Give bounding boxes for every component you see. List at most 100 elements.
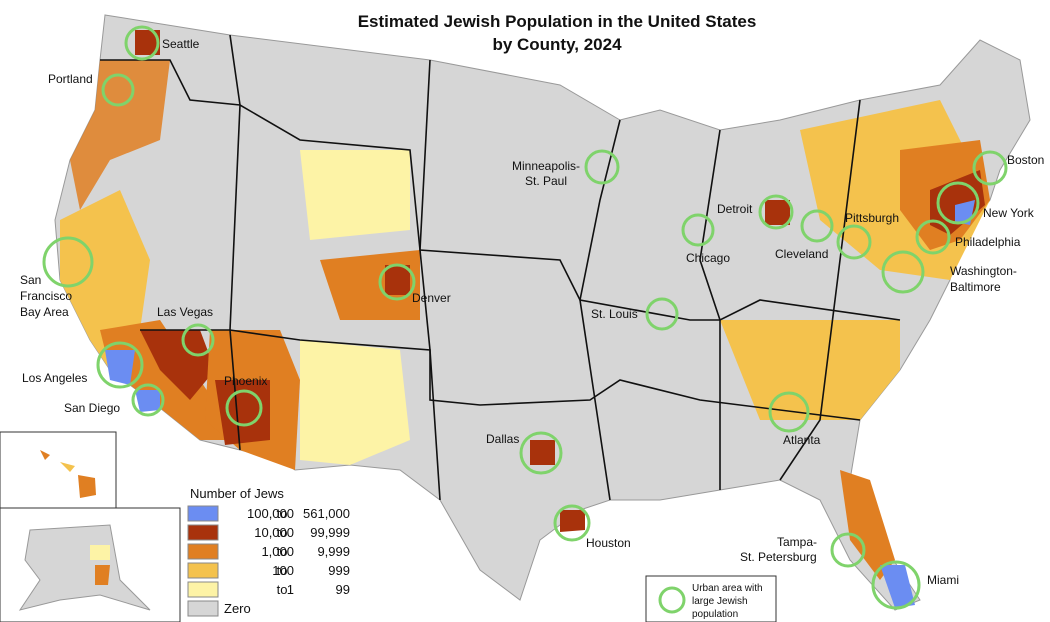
us-map	[54, 14, 1031, 611]
note-text: large Jewish	[692, 596, 748, 607]
city-ring	[124, 25, 160, 61]
city-label: Seattle	[162, 37, 200, 51]
patch	[720, 320, 900, 420]
city-ring	[871, 560, 921, 610]
note-box: Urban area with large Jewish population	[645, 575, 777, 622]
legend-label: to	[277, 525, 288, 540]
city-label: Las Vegas	[157, 305, 213, 319]
patch	[95, 565, 110, 585]
patch	[880, 565, 915, 608]
state-border	[229, 34, 241, 451]
city-label: Washington-	[950, 264, 1017, 278]
city-label: Miami	[927, 573, 959, 587]
patch	[300, 340, 410, 465]
state-border	[140, 329, 861, 421]
city-label: Minneapolis-	[512, 159, 580, 173]
city-label: Pittsburgh	[845, 211, 899, 225]
patch	[60, 190, 150, 370]
legend-swatch	[187, 562, 219, 579]
patch	[765, 200, 790, 225]
city-ring	[881, 250, 925, 294]
city-ring	[101, 73, 135, 107]
legend-swatch	[187, 600, 219, 617]
legend-label: 100	[272, 563, 294, 578]
city-ring	[131, 383, 165, 417]
patch	[560, 510, 585, 532]
inset-frame	[0, 431, 117, 509]
city-ring	[681, 213, 715, 247]
city-label: San	[20, 273, 41, 287]
city-ring	[800, 209, 834, 243]
city-labels: Seattle Portland San Francisco Bay Area …	[20, 25, 1044, 610]
city-label: Francisco	[20, 289, 72, 303]
city-ring	[519, 431, 563, 475]
legend-label: 10,000	[254, 525, 294, 540]
patch	[70, 60, 170, 210]
patch	[135, 390, 160, 412]
city-ring	[584, 149, 620, 185]
state-border	[699, 129, 721, 490]
patch	[135, 30, 160, 55]
note-text: population	[692, 609, 738, 620]
legend-label: 1,000	[261, 544, 294, 559]
city-label: Baltimore	[950, 280, 1001, 294]
note-ring	[658, 586, 686, 614]
city-label: St. Louis	[591, 307, 638, 321]
city-label: Bay Area	[20, 305, 69, 319]
legend-label: 9,999	[317, 544, 350, 559]
legend-label: to	[277, 544, 288, 559]
note-text: Urban area with	[692, 583, 763, 594]
city-label: Dallas	[486, 432, 519, 446]
city-ring	[830, 532, 866, 568]
state-border	[419, 59, 441, 501]
city-label: Denver	[412, 291, 451, 305]
note-frame	[645, 575, 777, 622]
city-label: Chicago	[686, 251, 730, 265]
title-line: by County, 2024	[492, 35, 622, 54]
city-ring	[645, 297, 679, 331]
patch	[530, 440, 555, 465]
city-ring	[758, 194, 794, 230]
legend-label: Zero	[224, 601, 251, 616]
island	[40, 450, 50, 460]
city-ring	[96, 341, 144, 389]
legend-label: to	[277, 506, 288, 521]
city-ring	[181, 323, 215, 357]
legend-swatch	[187, 524, 219, 541]
legend-label: 100,000	[247, 506, 294, 521]
legend-label: 99	[336, 582, 350, 597]
city-label: St. Paul	[525, 174, 567, 188]
city-ring	[768, 391, 810, 433]
city-label: Phoenix	[224, 374, 267, 388]
alaska-inset	[0, 507, 181, 622]
patch	[385, 265, 410, 295]
hawaii-inset	[0, 431, 117, 509]
legend-label: to	[277, 563, 288, 578]
legend-title: Number of Jews	[190, 486, 284, 501]
city-ring	[225, 389, 263, 427]
title: Estimated Jewish Population in the Unite…	[358, 12, 757, 54]
island	[78, 475, 96, 498]
legend-label: to	[277, 582, 288, 597]
patch	[300, 150, 410, 240]
city-label: Philadelphia	[955, 235, 1021, 249]
city-label: Cleveland	[775, 247, 828, 261]
city-ring	[915, 219, 951, 255]
patch	[840, 470, 895, 580]
legend-label: 99,999	[310, 525, 350, 540]
patch	[90, 545, 110, 560]
city-label: St. Petersburg	[740, 550, 817, 564]
city-label: Portland	[48, 72, 93, 86]
legend-swatch	[187, 543, 219, 560]
legend-label: 1	[287, 582, 294, 597]
title-line: Estimated Jewish Population in the Unite…	[358, 12, 757, 31]
city-ring	[378, 263, 416, 301]
city-label: Boston	[1007, 153, 1044, 167]
city-ring	[42, 236, 94, 288]
city-label: San Diego	[64, 401, 120, 415]
legend-label: 561,000	[303, 506, 350, 521]
patch	[140, 330, 215, 400]
legend-label: 999	[328, 563, 350, 578]
